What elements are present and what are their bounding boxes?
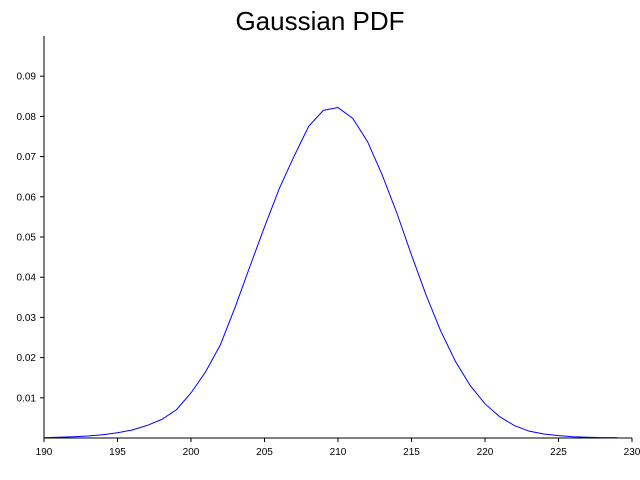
x-tick-label: 230 <box>624 447 640 458</box>
axes <box>43 36 632 439</box>
x-tick-label: 200 <box>183 447 200 458</box>
y-tick-label: 0.08 <box>17 112 37 123</box>
x-tick-label: 215 <box>403 447 420 458</box>
x-tick-label: 195 <box>109 447 126 458</box>
chart-title: Gaussian PDF <box>235 6 404 36</box>
x-tick-label: 220 <box>477 447 494 458</box>
x-tick-label: 225 <box>550 447 567 458</box>
x-tick-label: 190 <box>36 447 53 458</box>
y-tick-label: 0.04 <box>17 273 37 284</box>
x-tick-label: 210 <box>330 447 347 458</box>
tick-labels: 190 195 200 205 210 215 220 225 230 0.01 0.02 0.03 0… <box>17 72 640 458</box>
y-tick-label: 0.03 <box>17 313 37 324</box>
x-tick-label: 205 <box>256 447 273 458</box>
tick-marks <box>40 75 633 442</box>
series-layer <box>43 107 618 439</box>
y-tick-label: 0.02 <box>17 353 37 364</box>
y-tick-label: 0.05 <box>17 233 37 244</box>
y-tick-label: 0.07 <box>17 152 37 163</box>
y-tick-label: 0.09 <box>17 72 37 83</box>
y-tick-label: 0.01 <box>17 393 37 404</box>
series-line <box>43 107 618 439</box>
y-tick-label: 0.06 <box>17 192 37 203</box>
